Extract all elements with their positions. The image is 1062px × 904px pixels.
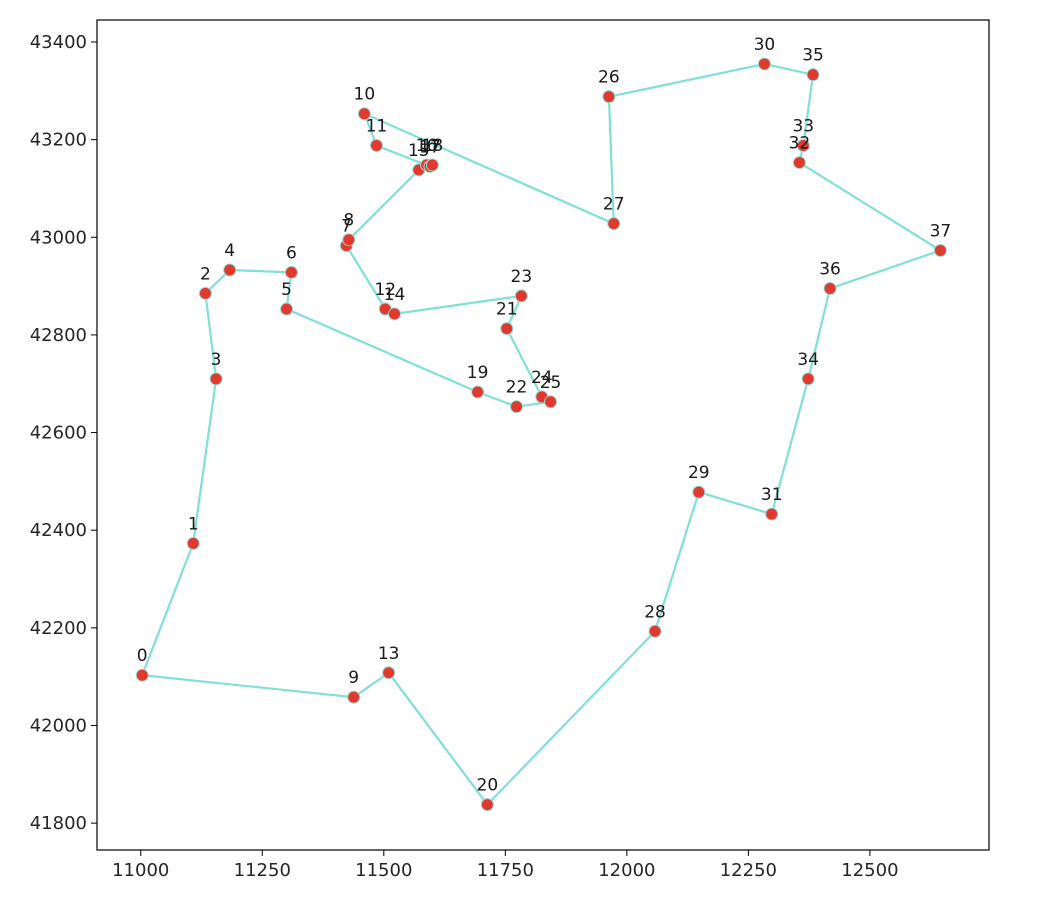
city-label-4: 4 xyxy=(224,241,235,261)
city-label-32: 32 xyxy=(789,134,811,154)
city-label-14: 14 xyxy=(384,285,406,305)
city-point-3 xyxy=(209,372,223,386)
city-label-13: 13 xyxy=(378,644,400,664)
plot-area-frame xyxy=(96,19,990,851)
city-point-25 xyxy=(544,395,558,409)
city-label-19: 19 xyxy=(467,363,489,383)
y-tick-label: 42200 xyxy=(30,618,87,639)
city-label-6: 6 xyxy=(286,243,297,263)
city-point-30 xyxy=(757,57,771,71)
city-point-27 xyxy=(607,217,621,231)
city-label-21: 21 xyxy=(496,300,518,320)
city-point-19 xyxy=(471,385,485,399)
city-point-37 xyxy=(933,243,947,257)
city-point-32 xyxy=(792,156,806,170)
city-point-10 xyxy=(357,107,371,121)
city-point-34 xyxy=(801,372,815,386)
city-point-36 xyxy=(823,282,837,296)
city-point-6 xyxy=(284,265,298,279)
city-point-31 xyxy=(765,507,779,521)
city-point-14 xyxy=(387,307,401,321)
city-label-33: 33 xyxy=(792,116,814,136)
route-path-layer xyxy=(141,62,942,806)
city-point-2 xyxy=(198,286,212,300)
city-label-18: 18 xyxy=(422,136,444,156)
city-label-11: 11 xyxy=(366,116,388,136)
city-label-3: 3 xyxy=(211,350,222,370)
city-point-4 xyxy=(223,263,237,277)
city-points-layer xyxy=(135,57,947,812)
city-point-28 xyxy=(648,624,662,638)
city-label-37: 37 xyxy=(930,221,952,241)
city-label-28: 28 xyxy=(644,602,666,622)
y-tick-label: 42800 xyxy=(30,325,87,346)
city-label-36: 36 xyxy=(819,260,841,280)
city-label-7: 7 xyxy=(341,217,352,237)
city-label-23: 23 xyxy=(511,267,533,287)
city-label-25: 25 xyxy=(540,373,562,393)
city-point-35 xyxy=(806,68,820,82)
city-label-29: 29 xyxy=(688,463,710,483)
city-label-27: 27 xyxy=(603,195,625,215)
city-label-12: 12 xyxy=(374,280,396,300)
city-label-20: 20 xyxy=(477,776,499,796)
y-axis-ticks: 41800 42000 42200 42400 42600 42800 43000 43200… xyxy=(30,32,97,834)
x-axis-ticks: 11000 11250 11500 11750 12000 12250 12500 xyxy=(112,850,899,881)
city-point-29 xyxy=(692,485,706,499)
x-tick-label: 12500 xyxy=(841,860,898,881)
y-tick-label: 41800 xyxy=(30,813,87,834)
city-label-2: 2 xyxy=(200,264,211,284)
city-point-11 xyxy=(370,138,384,152)
city-labels-layer: 0123456789101112131415161718192021222324… xyxy=(137,35,951,796)
x-tick-label: 11500 xyxy=(355,860,412,881)
city-label-26: 26 xyxy=(598,68,620,88)
y-tick-label: 42000 xyxy=(30,716,87,737)
city-point-8 xyxy=(342,233,356,247)
city-point-26 xyxy=(602,90,616,104)
city-point-9 xyxy=(347,690,361,704)
city-label-0: 0 xyxy=(137,646,148,666)
city-label-10: 10 xyxy=(354,85,376,105)
city-label-31: 31 xyxy=(761,485,783,505)
city-label-34: 34 xyxy=(797,350,819,370)
x-tick-label: 12250 xyxy=(720,860,777,881)
city-point-23 xyxy=(514,289,528,303)
city-point-21 xyxy=(500,322,514,336)
y-tick-label: 43000 xyxy=(30,227,87,248)
city-point-5 xyxy=(280,302,294,316)
city-point-1 xyxy=(186,536,200,550)
city-point-13 xyxy=(382,666,396,680)
city-label-1: 1 xyxy=(188,514,199,534)
city-label-24: 24 xyxy=(531,368,553,388)
y-tick-label: 42600 xyxy=(30,423,87,444)
city-point-18 xyxy=(425,158,439,172)
city-label-17: 17 xyxy=(419,137,441,157)
city-label-8: 8 xyxy=(343,211,354,231)
city-point-22 xyxy=(510,400,524,414)
city-label-16: 16 xyxy=(416,136,438,156)
city-point-20 xyxy=(480,798,494,812)
city-label-30: 30 xyxy=(754,35,776,55)
y-tick-label: 43400 xyxy=(30,32,87,53)
x-tick-label: 11250 xyxy=(234,860,291,881)
city-label-22: 22 xyxy=(506,378,528,398)
city-label-35: 35 xyxy=(802,46,824,66)
y-tick-label: 42400 xyxy=(30,520,87,541)
city-label-15: 15 xyxy=(408,141,430,161)
city-label-9: 9 xyxy=(348,668,359,688)
city-point-0 xyxy=(135,668,149,682)
city-point-33 xyxy=(796,138,810,152)
route-line xyxy=(141,62,942,806)
city-label-5: 5 xyxy=(281,280,292,300)
x-tick-label: 11750 xyxy=(477,860,534,881)
y-tick-label: 43200 xyxy=(30,130,87,151)
x-tick-label: 12000 xyxy=(598,860,655,881)
x-tick-label: 11000 xyxy=(112,860,169,881)
